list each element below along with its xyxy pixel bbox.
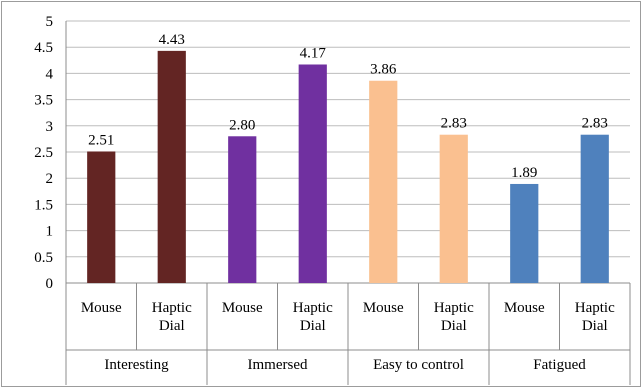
- data-label: 4.17: [300, 45, 327, 61]
- y-tick-label: 0: [46, 276, 54, 292]
- bar: [439, 134, 468, 283]
- bar: [228, 136, 257, 283]
- bar: [298, 64, 327, 283]
- group-label: Immersed: [248, 357, 308, 373]
- group-label: Fatigued: [533, 357, 586, 373]
- x-axis: Mouse Haptic Dial Interesting Mouse Haptic Dia…: [65, 21, 631, 385]
- x-tick-label: Dial: [441, 318, 467, 334]
- bar: [87, 151, 116, 283]
- data-label: 2.83: [441, 116, 467, 132]
- x-tick-label: Mouse: [363, 300, 404, 316]
- bar: [157, 50, 186, 284]
- bar: [580, 134, 609, 283]
- y-tick-label: 2.5: [34, 145, 53, 161]
- group-label: Interesting: [104, 357, 169, 373]
- x-tick-label: Mouse: [504, 300, 545, 316]
- y-tick-label: 3: [46, 119, 54, 135]
- bars: [87, 50, 609, 284]
- x-tick-label: Haptic: [434, 300, 474, 316]
- x-tick-label: Haptic: [575, 300, 615, 316]
- data-label: 1.89: [511, 165, 537, 181]
- y-tick-label: 5: [46, 14, 54, 30]
- y-tick-label: 1: [46, 224, 54, 240]
- y-tick-label: 3.5: [34, 93, 53, 109]
- data-label: 3.86: [370, 62, 397, 78]
- data-label: 2.51: [88, 132, 114, 148]
- y-tick-label: 0.5: [34, 250, 53, 266]
- y-tick-label: 1.5: [34, 197, 53, 213]
- y-tick-label: 4.5: [34, 40, 53, 56]
- x-tick-label: Dial: [159, 318, 185, 334]
- x-tick-label: Haptic: [152, 300, 192, 316]
- x-tick-label: Mouse: [222, 300, 263, 316]
- y-tick-label: 4: [46, 66, 54, 82]
- y-axis-ticks: 0 0.5 1 1.5 2 2.5 3 3.5 4 4.5 5: [34, 14, 53, 292]
- data-label: 2.80: [229, 117, 255, 133]
- x-tick-label: Dial: [582, 318, 608, 334]
- x-tick-label: Mouse: [81, 300, 122, 316]
- x-tick-label: Dial: [300, 318, 326, 334]
- x-tick-label: Haptic: [293, 300, 333, 316]
- bar: [510, 183, 539, 283]
- group-label: Easy to control: [373, 357, 464, 373]
- bar: [369, 80, 398, 284]
- y-tick-label: 2: [46, 171, 54, 187]
- data-label: 2.83: [582, 116, 608, 132]
- data-label: 4.43: [159, 32, 185, 48]
- data-labels: 2.51 4.43 2.80 4.17 3.86 2.83 1.89 2.83: [88, 32, 608, 181]
